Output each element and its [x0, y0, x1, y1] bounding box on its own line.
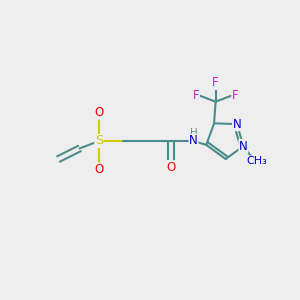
Text: O: O	[167, 160, 176, 174]
Text: F: F	[212, 76, 219, 89]
Text: F: F	[193, 89, 200, 102]
Text: F: F	[232, 89, 238, 102]
Text: H: H	[190, 128, 197, 138]
Text: S: S	[95, 134, 103, 148]
Text: CH₃: CH₃	[246, 156, 267, 166]
Text: N: N	[239, 140, 248, 153]
Text: N: N	[232, 118, 242, 130]
Text: O: O	[94, 106, 103, 119]
Text: N: N	[189, 134, 198, 148]
Text: O: O	[94, 163, 103, 176]
